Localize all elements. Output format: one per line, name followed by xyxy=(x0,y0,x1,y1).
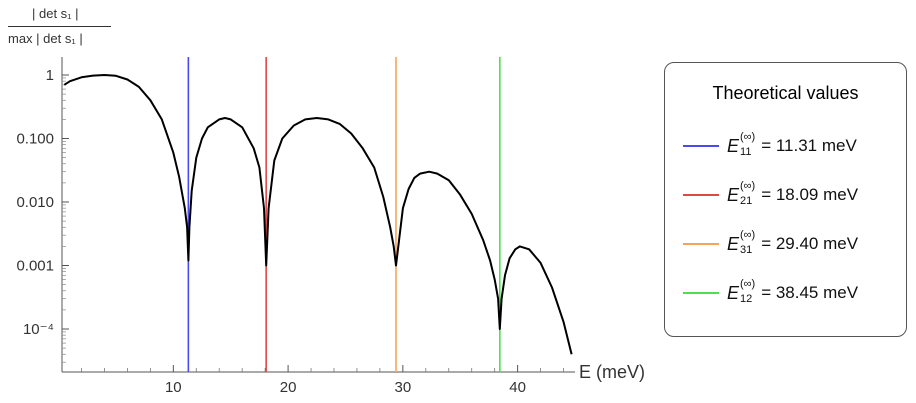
legend-subscript: 12 xyxy=(740,293,753,305)
x-tick-label: 30 xyxy=(395,379,412,396)
y-tick-label: 0.100 xyxy=(16,131,54,148)
theoretical-lines xyxy=(187,57,501,372)
legend-value: = 18.09 meV xyxy=(761,185,859,204)
y-tick-label: 0.001 xyxy=(16,258,54,275)
legend-value: = 29.40 meV xyxy=(761,234,859,253)
y-axis-label-fraction-bar xyxy=(8,26,111,27)
legend-superscript: (∞) xyxy=(740,278,756,290)
y-tick-label: 10⁻⁴ xyxy=(23,321,54,338)
x-tick-label: 20 xyxy=(280,379,297,396)
legend-superscript: (∞) xyxy=(740,180,756,192)
legend-swatch xyxy=(683,145,719,147)
legend-entry: E (∞) 11 = 11.31 meV xyxy=(683,131,857,161)
legend-swatch xyxy=(683,194,719,196)
y-axis-label-numerator: | det s₁ | xyxy=(32,6,79,21)
legend-label: E (∞) 12 = 38.45 meV xyxy=(727,278,859,305)
y-tick-label: 0.010 xyxy=(16,194,54,211)
legend-subscript: 11 xyxy=(740,146,752,158)
legend: Theoretical values E (∞) 11 = 11.31 meV E (∞)… xyxy=(664,62,907,337)
legend-value: = 11.31 meV xyxy=(761,136,857,155)
y-axis-label-denominator: max | det s₁ | xyxy=(8,31,83,46)
series-line xyxy=(63,74,573,355)
legend-superscript: (∞) xyxy=(740,131,756,143)
legend-superscript: (∞) xyxy=(740,229,756,241)
legend-subscript: 31 xyxy=(740,244,753,256)
legend-label: E (∞) 31 = 29.40 meV xyxy=(727,229,859,256)
legend-symbol: E xyxy=(727,282,740,303)
x-tick-label: 10 xyxy=(165,379,182,396)
legend-label: E (∞) 21 = 18.09 meV xyxy=(727,180,859,207)
legend-symbol: E xyxy=(727,135,740,156)
legend-entry: E (∞) 31 = 29.40 meV xyxy=(683,229,858,259)
axes: 10 20 30 40 1 0.100 0.010 0.001 10⁻⁴ E (meV) xyxy=(16,57,645,396)
legend-entry: E (∞) 21 = 18.09 meV xyxy=(683,180,858,210)
legend-swatch xyxy=(683,243,719,245)
legend-swatch xyxy=(683,292,719,294)
legend-title: Theoretical values xyxy=(712,83,859,103)
legend-symbol: E xyxy=(727,184,740,205)
legend-value: = 38.45 meV xyxy=(761,283,859,302)
y-tick-label: 1 xyxy=(46,67,54,84)
legend-symbol: E xyxy=(727,233,740,254)
x-tick-label: 40 xyxy=(509,379,526,396)
x-axis-label: E (meV) xyxy=(579,362,645,382)
legend-entry: E (∞) 12 = 38.45 meV xyxy=(683,278,858,308)
legend-label: E (∞) 11 = 11.31 meV xyxy=(727,131,857,158)
curve-group xyxy=(63,74,573,355)
legend-subscript: 21 xyxy=(740,195,753,207)
